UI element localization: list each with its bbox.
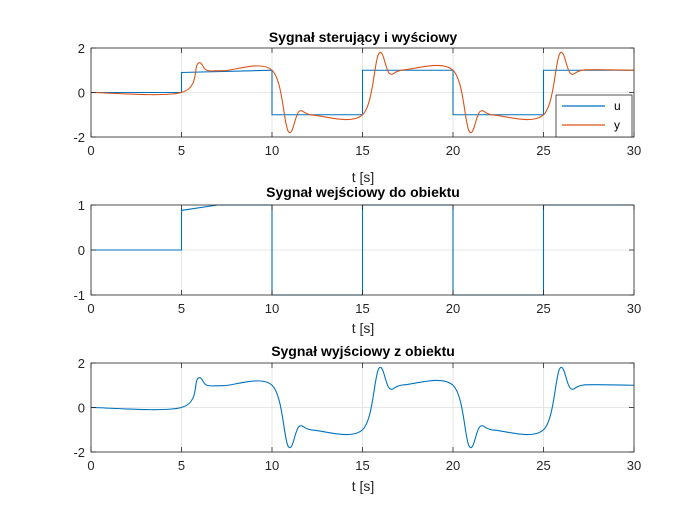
- x-axis-label: t [s]: [352, 478, 375, 494]
- y-tick-label: 2: [78, 356, 85, 371]
- x-tick-label: 30: [627, 301, 641, 316]
- legend-box: [555, 94, 633, 138]
- y-tick-label: 0: [78, 243, 85, 258]
- chart-title: Sygnał sterujący i wyściowy: [269, 29, 458, 45]
- x-tick-label: 30: [627, 143, 641, 158]
- subplot-plant-input: Sygnał wejściowy do obiektu 0 5 10 15 20 25 30…: [73, 184, 641, 336]
- x-tick-label: 10: [265, 143, 279, 158]
- x-tick-label: 20: [446, 143, 460, 158]
- x-axis-label: t [s]: [352, 169, 375, 185]
- y-tick-label: 0: [78, 86, 85, 101]
- legend-label-y: y: [614, 118, 620, 132]
- x-tick-label: 25: [536, 143, 550, 158]
- x-tick-label: 10: [265, 458, 279, 473]
- legend: u y: [555, 94, 633, 138]
- chart-title: Sygnał wejściowy do obiektu: [266, 184, 460, 200]
- x-tick-label: 5: [178, 143, 185, 158]
- x-tick-label: 0: [87, 458, 94, 473]
- series-line-y: [90, 51, 635, 134]
- y-tick-label: 2: [78, 41, 85, 56]
- x-tick-label: 0: [87, 143, 94, 158]
- series-line-output: [90, 366, 635, 449]
- x-tick-label: 5: [178, 301, 185, 316]
- x-tick-label: 10: [265, 301, 279, 316]
- y-tick-label: 1: [78, 198, 85, 213]
- x-tick-label: 30: [627, 458, 641, 473]
- subplot-control-and-output: Sygnał sterujący i wyściowy 0 5 10 15 20 25 30…: [73, 29, 641, 185]
- x-tick-label: 15: [355, 143, 369, 158]
- y-tick-label: -2: [73, 445, 85, 460]
- x-tick-label: 20: [446, 458, 460, 473]
- x-tick-label: 5: [178, 458, 185, 473]
- x-tick-label: 15: [355, 301, 369, 316]
- x-tick-label: 25: [536, 301, 550, 316]
- y-tick-label: -2: [73, 130, 85, 145]
- y-tick-label: -1: [73, 288, 85, 303]
- x-tick-label: 25: [536, 458, 550, 473]
- x-tick-label: 20: [446, 301, 460, 316]
- x-tick-label: 15: [355, 458, 369, 473]
- x-tick-label: 0: [87, 301, 94, 316]
- legend-label-u: u: [614, 99, 621, 113]
- series-line-u: [91, 69, 634, 116]
- chart-title: Sygnał wyjściowy z obiektu: [271, 343, 455, 359]
- y-tick-label: 0: [78, 401, 85, 416]
- subplot-plant-output: Sygnał wyjściowy z obiektu 0 5 10 15 20 25 30-…: [73, 343, 641, 494]
- x-axis-label: t [s]: [352, 320, 375, 336]
